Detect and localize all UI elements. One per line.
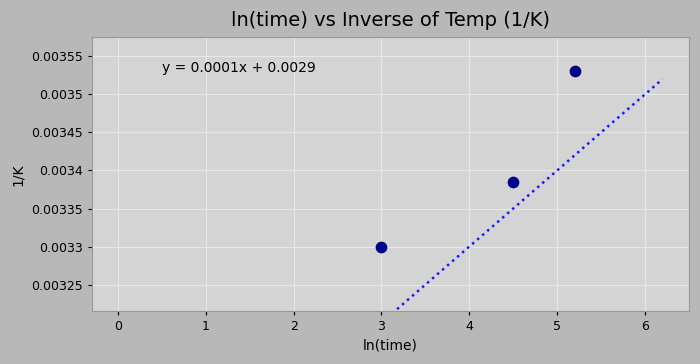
Point [376, 244, 387, 249]
Point [508, 179, 519, 185]
Text: y = 0.0001x + 0.0029: y = 0.0001x + 0.0029 [162, 61, 316, 75]
Point [569, 68, 580, 74]
X-axis label: ln(time): ln(time) [363, 339, 418, 353]
Title: ln(time) vs Inverse of Temp (1/K): ln(time) vs Inverse of Temp (1/K) [231, 11, 550, 30]
Y-axis label: 1/K: 1/K [11, 163, 25, 186]
